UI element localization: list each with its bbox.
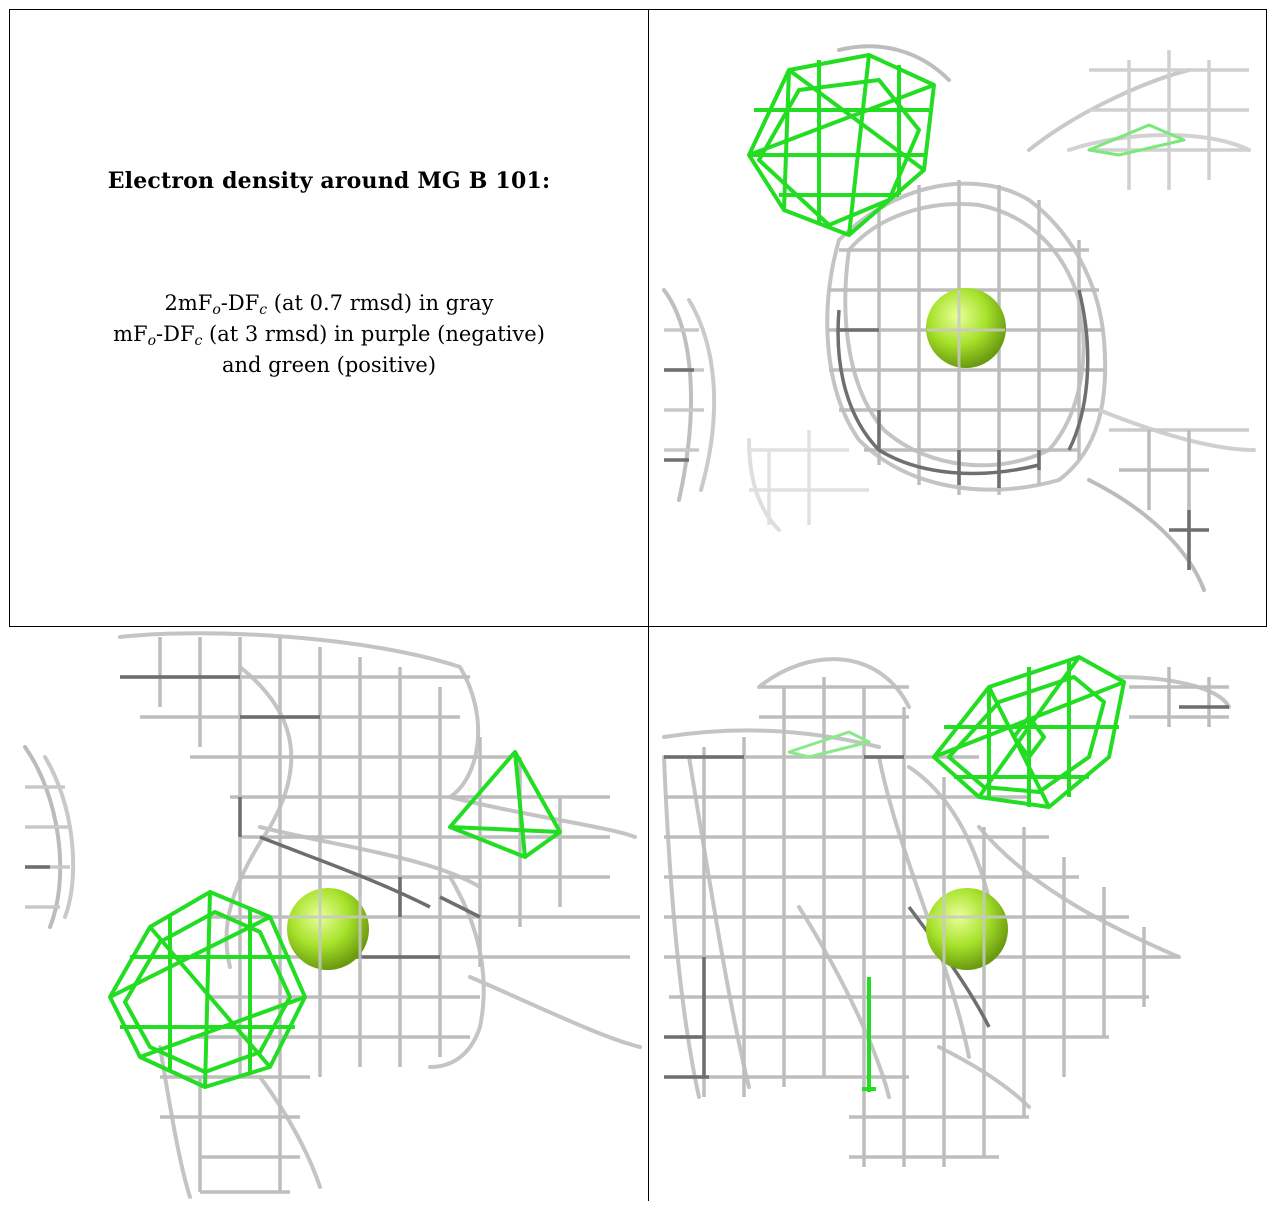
positive-mesh [108, 750, 562, 1089]
dark-mesh [664, 705, 1229, 1079]
rule-left [9, 9, 10, 627]
caption-legend: 2mFo-DFc (at 0.7 rmsd) in gray mFo-DFc (… [10, 288, 648, 381]
dark-mesh [25, 675, 481, 959]
legend-text: mF [113, 322, 148, 346]
density-view-2 [23, 631, 642, 1199]
ion-overlay-mesh [927, 290, 1005, 368]
legend-text: -DF [220, 291, 260, 315]
density-panel-2 [10, 627, 648, 1199]
rule-top [10, 9, 1266, 10]
mg-ion-sphere [287, 888, 369, 970]
legend-text: (at 3 rmsd) in purple (negative) [202, 322, 545, 346]
ion-overlay-mesh [288, 889, 368, 969]
ion-overlay-mesh [927, 889, 1007, 967]
legend-sub: c [194, 333, 203, 349]
legend-line-positive: and green (positive) [221, 353, 437, 377]
positive-mesh [747, 53, 1186, 237]
legend-line-gray: 2mFo-DFc (at 0.7 rmsd) in gray [10, 288, 648, 319]
rule-center [648, 9, 649, 1201]
mg-ion-sphere [926, 888, 1008, 970]
rule-middle [10, 626, 1266, 627]
density-view-1 [662, 44, 1256, 592]
legend-sub: o [212, 302, 221, 318]
density-panel-1 [649, 10, 1265, 626]
legend-sub: o [147, 333, 157, 349]
caption-cell: Electron density around MG B 101: 2mFo-D… [10, 10, 648, 626]
caption-title: Electron density around MG B 101: [107, 168, 551, 194]
legend-text: (at 0.7 rmsd) in gray [267, 291, 494, 315]
density-view-3 [662, 655, 1231, 1167]
legend-text: 2mF [164, 291, 213, 315]
legend-sub: c [259, 302, 268, 318]
positive-mesh [787, 655, 1126, 1092]
legend-text: -DF [156, 322, 195, 346]
mg-ion-sphere [926, 288, 1006, 368]
rule-right [1266, 9, 1267, 627]
density-panel-3 [649, 627, 1265, 1199]
dark-mesh [664, 289, 1209, 570]
legend-line-diff: mFo-DFc (at 3 rmsd) in purple (negative) [10, 319, 648, 350]
